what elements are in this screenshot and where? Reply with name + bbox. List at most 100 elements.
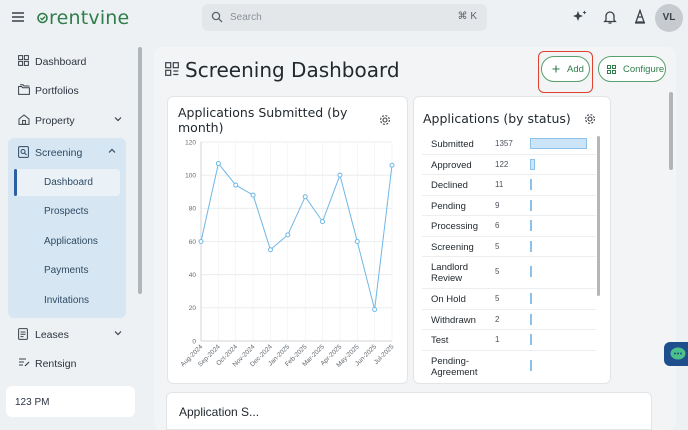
main-scrollbar[interactable] bbox=[669, 92, 673, 170]
data-point bbox=[337, 172, 343, 178]
search-shortcut: ⌘ K bbox=[457, 11, 477, 22]
data-point bbox=[320, 219, 326, 225]
bottom-card-title: Application S... bbox=[179, 405, 260, 419]
y-tick-label: 40 bbox=[189, 272, 197, 279]
status-row[interactable]: Withdrawn 2 bbox=[422, 310, 596, 330]
sidebar-item-portfolios[interactable]: Portfolios bbox=[8, 77, 134, 105]
status-bar bbox=[530, 179, 532, 190]
sidebar-item-rentsign[interactable]: Rentsign bbox=[8, 350, 134, 378]
status-name: Declined bbox=[431, 180, 468, 191]
status-bar bbox=[530, 359, 532, 371]
sidebar-item-dashboard[interactable]: Dashboard bbox=[8, 48, 134, 76]
sidebar-item-label: Leases bbox=[35, 329, 69, 341]
plus-icon bbox=[552, 65, 560, 73]
chevron-down-icon bbox=[114, 331, 122, 336]
sparkle-icon[interactable] bbox=[572, 9, 588, 25]
status-row[interactable]: Pending 9 bbox=[422, 196, 596, 216]
status-list: Submitted 1357 Approved 122 Declined 11 Pendin… bbox=[422, 134, 596, 381]
data-point bbox=[389, 162, 395, 168]
gear-icon[interactable] bbox=[584, 113, 596, 125]
y-tick-label: 0 bbox=[192, 338, 196, 345]
configure-button[interactable]: Configure bbox=[598, 56, 666, 82]
page-title: Screening Dashboard bbox=[185, 58, 400, 82]
add-button[interactable]: Add bbox=[541, 56, 590, 82]
bell-icon[interactable] bbox=[602, 9, 618, 25]
status-count: 11 bbox=[495, 180, 504, 189]
status-title: Applications (by status) bbox=[423, 111, 571, 126]
sidebar-item-label: Rentsign bbox=[35, 358, 77, 370]
search-icon bbox=[211, 11, 223, 23]
sidebar-item-screening[interactable]: Screening bbox=[8, 139, 126, 167]
status-row[interactable]: Pending-Agreement bbox=[422, 351, 596, 381]
status-row[interactable]: Approved 122 bbox=[422, 155, 596, 175]
status-row[interactable]: Declined 11 bbox=[422, 175, 596, 196]
status-bar bbox=[530, 293, 532, 304]
configure-icon bbox=[607, 65, 616, 74]
status-count: 122 bbox=[495, 159, 509, 169]
traffic-cone-icon[interactable] bbox=[632, 9, 648, 25]
chevron-up-icon bbox=[108, 148, 116, 153]
data-point bbox=[285, 232, 291, 238]
sidebar-item-label: Dashboard bbox=[35, 56, 87, 68]
sidebar-item-label: Portfolios bbox=[35, 85, 79, 97]
add-label: Add bbox=[567, 64, 584, 75]
brand-name: rentvine bbox=[49, 7, 130, 29]
add-highlight bbox=[538, 51, 593, 93]
status-row[interactable]: Processing 6 bbox=[422, 216, 596, 237]
menu-icon[interactable] bbox=[11, 10, 25, 24]
series-line bbox=[200, 162, 393, 310]
subnav-dashboard[interactable]: Dashboard bbox=[14, 169, 120, 196]
y-tick-label: 20 bbox=[189, 305, 197, 312]
status-scrollbar[interactable] bbox=[597, 136, 600, 296]
status-count: 5 bbox=[495, 241, 500, 251]
data-point bbox=[267, 247, 273, 253]
status-count: 1 bbox=[495, 335, 500, 344]
subnav-applications[interactable]: Applications bbox=[14, 228, 120, 255]
subnav-payments[interactable]: Payments bbox=[14, 257, 120, 284]
top-bar: rentvine Search ⌘ K VL bbox=[0, 0, 688, 36]
sidebar-item-label: Property bbox=[35, 115, 75, 127]
data-point bbox=[372, 306, 378, 312]
logo[interactable]: rentvine bbox=[49, 7, 129, 29]
status-row[interactable]: Submitted 1357 bbox=[422, 134, 596, 155]
subnav-label: Payments bbox=[44, 265, 89, 276]
sign-icon bbox=[19, 358, 30, 367]
status-row[interactable]: Screening 5 bbox=[422, 237, 596, 257]
status-bar bbox=[530, 199, 532, 211]
status-name: Screening bbox=[431, 241, 474, 253]
data-point bbox=[215, 161, 221, 167]
sidebar-item-leases[interactable]: Leases bbox=[8, 321, 134, 349]
gear-icon[interactable] bbox=[379, 114, 391, 126]
sidebar-scrollbar[interactable] bbox=[138, 47, 142, 294]
chat-widget-button[interactable] bbox=[664, 342, 688, 366]
status-count: 9 bbox=[495, 200, 500, 210]
search-input[interactable]: Search ⌘ K bbox=[202, 4, 487, 31]
search-placeholder: Search bbox=[230, 12, 262, 23]
status-name: Withdrawn bbox=[431, 314, 476, 326]
chevron-down-icon bbox=[114, 117, 122, 122]
sidebar-item-property[interactable]: Property bbox=[8, 107, 134, 135]
status-name: Approved bbox=[431, 159, 472, 171]
data-point bbox=[302, 194, 308, 200]
dashboard-grid-icon bbox=[165, 62, 179, 76]
status-name: Submitted bbox=[431, 139, 474, 150]
status-row[interactable]: Landlord Review 5 bbox=[422, 257, 596, 289]
status-name: Pending bbox=[431, 200, 466, 212]
status-bar bbox=[530, 138, 587, 149]
subnav-invitations[interactable]: Invitations bbox=[14, 287, 120, 314]
status-row[interactable]: On Hold 5 bbox=[422, 289, 596, 310]
status-bar bbox=[530, 220, 532, 231]
submitted-chart-card: Applications Submitted (by month) bbox=[167, 96, 408, 384]
status-count: 5 bbox=[495, 294, 500, 303]
status-count: 6 bbox=[495, 221, 500, 230]
status-row[interactable]: Test 1 bbox=[422, 330, 596, 351]
status-name: Test bbox=[431, 335, 449, 346]
data-point bbox=[250, 192, 256, 198]
line-chart: 020406080100120Aug-2024Sep-2024Oct-2024N… bbox=[180, 139, 396, 369]
folders-icon bbox=[18, 84, 30, 95]
avatar[interactable]: VL bbox=[655, 4, 683, 32]
y-tick-label: 80 bbox=[189, 206, 197, 213]
subnav-label: Applications bbox=[44, 236, 98, 247]
subnav-prospects[interactable]: Prospects bbox=[14, 198, 120, 225]
document-icon bbox=[18, 328, 28, 340]
